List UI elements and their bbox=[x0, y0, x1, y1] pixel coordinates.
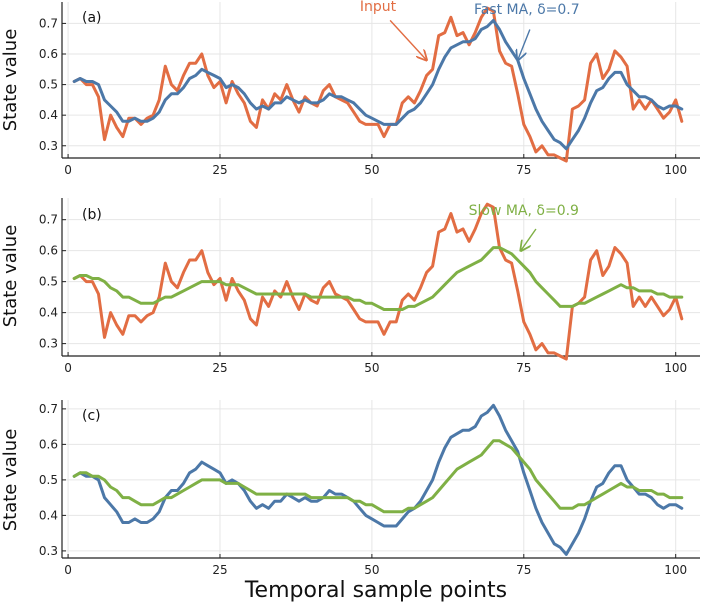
panel-b-ytick-label: 0.5 bbox=[39, 275, 58, 289]
panel-c-grid bbox=[62, 400, 700, 558]
panel-a-fast-annotation-label: Fast MA, δ=0.7 bbox=[474, 2, 580, 18]
panel-a-ytick-label: 0.4 bbox=[39, 108, 58, 122]
panel-c-y-label: State value bbox=[0, 429, 21, 532]
panel-b-xtick-label: 100 bbox=[664, 361, 687, 375]
panel-a-ytick-label: 0.3 bbox=[39, 139, 58, 153]
panel-b-input-line bbox=[72, 202, 684, 361]
panel-c-ytick-label: 0.6 bbox=[39, 437, 58, 451]
panel-b-ytick-label: 0.7 bbox=[39, 213, 58, 227]
panel-c-ytick-label: 0.4 bbox=[39, 508, 58, 522]
panel-a-ytick-label: 0.7 bbox=[39, 16, 58, 30]
panel-b-grid bbox=[62, 198, 700, 356]
panel-b-ytick-label: 0.4 bbox=[39, 306, 58, 320]
panel-c-xtick-label: 50 bbox=[364, 563, 379, 577]
panel-a-xtick-label: 50 bbox=[364, 163, 379, 177]
panel-b-slow-annotation-label: Slow MA, δ=0.9 bbox=[469, 203, 579, 219]
panel-c-xtick-label: 100 bbox=[664, 563, 687, 577]
panel-c-ytick-label: 0.3 bbox=[39, 544, 58, 558]
panel-a-x-ticks: 0 25 50 75 100 bbox=[64, 154, 687, 177]
panel-b-tag: (b) bbox=[82, 207, 102, 223]
panel-b-ytick-label: 0.3 bbox=[39, 337, 58, 351]
panel-c-axes bbox=[61, 400, 700, 559]
panel-a-axes bbox=[61, 2, 700, 159]
panel-b-y-label: State value bbox=[0, 225, 21, 328]
panel-c-xtick-label: 25 bbox=[212, 563, 227, 577]
panel-a-tag: (a) bbox=[82, 10, 102, 26]
panel-b-xtick-label: 25 bbox=[212, 361, 227, 375]
panel-a-ytick-label: 0.5 bbox=[39, 78, 58, 92]
panel-b-slow-annotation-arrow bbox=[521, 228, 537, 251]
panel-a-xtick-label: 0 bbox=[64, 163, 72, 177]
panel-a-grid bbox=[62, 2, 700, 158]
panel-b-axes bbox=[61, 198, 700, 357]
panel-c-y-ticks: 0.3 0.4 0.5 0.6 0.7 bbox=[39, 402, 66, 558]
panel-b-xtick-label: 50 bbox=[364, 361, 379, 375]
panel-a-xtick-label: 75 bbox=[516, 163, 531, 177]
panel-b-annotations: Slow MA, δ=0.9 bbox=[469, 203, 579, 251]
panel-a: 0.3 0.4 0.5 0.6 0.7 0 25 50 75 100 (a) State val… bbox=[0, 0, 700, 177]
panel-c-ytick-label: 0.7 bbox=[39, 402, 58, 416]
panel-a-fast-line bbox=[72, 18, 684, 151]
panel-a-annotations: Input Fast MA, δ=0.7 bbox=[360, 0, 580, 60]
panel-c-slow-line bbox=[72, 439, 684, 514]
panel-a-fast-annotation-arrow bbox=[518, 29, 531, 61]
panel-c-xtick-label: 0 bbox=[64, 563, 72, 577]
panel-c-fast-line bbox=[72, 403, 684, 556]
panel-b-xtick-label: 0 bbox=[64, 361, 72, 375]
panel-a-input-annotation-arrow bbox=[389, 19, 426, 60]
panel-a-y-label: State value bbox=[0, 29, 21, 132]
panel-b-lines bbox=[72, 202, 684, 361]
x-axis-label: Temporal sample points bbox=[244, 578, 507, 603]
panel-b-y-ticks: 0.3 0.4 0.5 0.6 0.7 bbox=[39, 213, 66, 351]
panel-c-ytick-label: 0.5 bbox=[39, 473, 58, 487]
panel-a-xtick-label: 25 bbox=[212, 163, 227, 177]
panel-c-lines bbox=[72, 403, 684, 556]
panel-b: 0.3 0.4 0.5 0.6 0.7 0 25 50 75 100 (b) State val… bbox=[0, 198, 700, 375]
panel-c-x-ticks: 0 25 50 75 100 bbox=[64, 554, 687, 577]
panel-a-ytick-label: 0.6 bbox=[39, 47, 58, 61]
panel-c-tag: (c) bbox=[82, 408, 101, 424]
panel-a-input-annotation-label: Input bbox=[360, 0, 397, 15]
panel-b-ytick-label: 0.6 bbox=[39, 244, 58, 258]
panel-a-xtick-label: 100 bbox=[664, 163, 687, 177]
panel-a-lines bbox=[72, 6, 684, 163]
panel-b-slow-line bbox=[72, 246, 684, 311]
panel-c-xtick-label: 75 bbox=[516, 563, 531, 577]
panel-b-xtick-label: 75 bbox=[516, 361, 531, 375]
panel-c: 0.3 0.4 0.5 0.6 0.7 0 25 50 75 100 (c) State val… bbox=[0, 400, 700, 577]
panel-a-y-ticks: 0.3 0.4 0.5 0.6 0.7 bbox=[39, 16, 66, 153]
panel-a-input-line bbox=[72, 6, 684, 163]
panel-b-x-ticks: 0 25 50 75 100 bbox=[64, 352, 687, 375]
